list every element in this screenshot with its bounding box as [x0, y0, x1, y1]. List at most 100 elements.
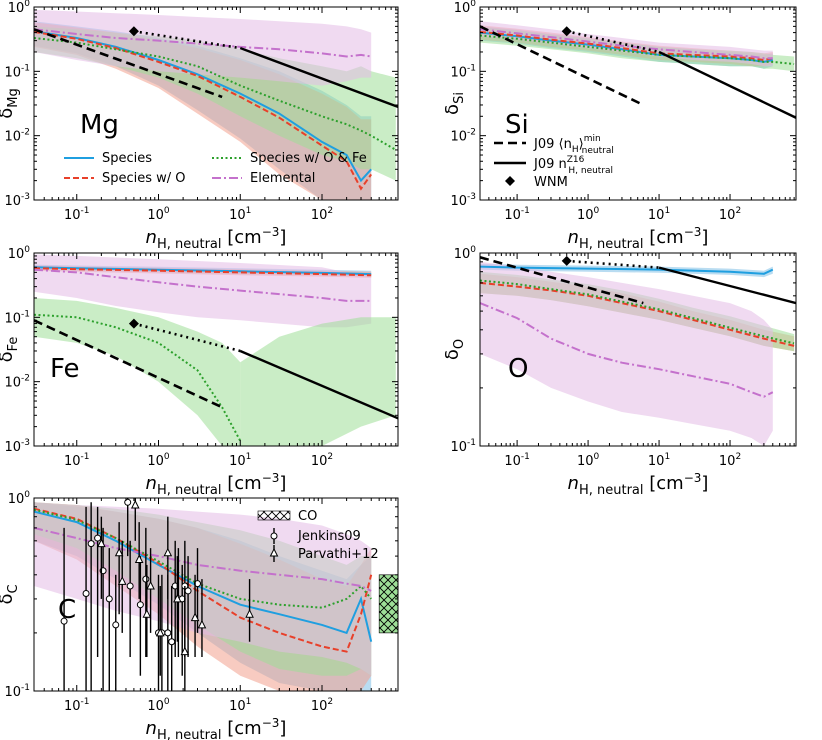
jenkins09-point — [105, 595, 113, 603]
parvathi12-point — [134, 554, 144, 564]
ticks — [33, 6, 398, 201]
y-tick-label: 100 — [8, 490, 31, 507]
legend-j09-dashed: J09 ⟨nH⟩min neutral — [533, 134, 614, 156]
y-tick-label: 10-2 — [450, 128, 476, 145]
legend-wnm: WNM — [534, 175, 568, 190]
y-tick-label: 10-1 — [4, 63, 30, 80]
plot-area — [34, 498, 398, 691]
panel-c: 10-1 100 101 102 10-1 100 nH, neutral [cm−3] δC… — [0, 490, 399, 740]
x-tick-label: 102 — [311, 206, 333, 223]
j09-dashed-line — [480, 256, 644, 305]
x-axis-label: nH, neutral [cm−3] — [146, 716, 287, 740]
panel-fe: 10-1 100 101 102 10-3 10-2 10-1 100 nH, neutral … — [0, 245, 399, 498]
band-species — [480, 263, 773, 278]
jenkins09-point — [164, 629, 172, 637]
y-tick-label: 100 — [454, 0, 477, 16]
plot-area — [34, 254, 398, 446]
line-species-w-o — [34, 30, 373, 191]
band-elemental — [34, 9, 372, 86]
y-tick-label: 10-3 — [4, 192, 30, 209]
jenkins09-point — [142, 575, 150, 583]
line-species-w-o-fe — [480, 279, 795, 345]
x-tick-label: 102 — [719, 452, 741, 469]
x-axis-label: nH, neutral [cm−3] — [146, 471, 287, 498]
line-elemental — [34, 268, 372, 302]
x-tick-label: 100 — [577, 206, 600, 223]
legend-parvathi12: Parvathi+12 — [298, 547, 379, 562]
j09-solid-line — [239, 349, 398, 420]
x-tick-label: 100 — [147, 697, 170, 714]
plot-area — [34, 9, 398, 200]
x-axis-label: nH, neutral [cm−3] — [146, 225, 287, 252]
line-species-w-o — [480, 281, 795, 347]
jenkins09-point — [126, 582, 134, 590]
parvathi12-point — [173, 593, 182, 603]
x-tick-label: 101 — [648, 452, 670, 469]
band-elemental — [480, 261, 773, 446]
y-axis-label: δO — [442, 339, 467, 360]
y-axis-label: δMg — [0, 88, 21, 118]
x-tick-label: 102 — [311, 697, 333, 714]
legend-jenkins09: Jenkins09 — [297, 529, 361, 544]
y-axis-label: δC — [0, 584, 21, 604]
parvathi12-point — [163, 547, 173, 557]
y-tick-label: 100 — [8, 0, 31, 16]
x-tick-label: 101 — [229, 452, 251, 469]
jenkins09-point — [136, 601, 144, 609]
x-tick-label: 10-1 — [504, 452, 530, 469]
wnm-marker — [128, 318, 139, 329]
ticks — [479, 252, 796, 447]
parvathi12-point — [117, 576, 127, 585]
parvathi12-point — [114, 547, 124, 557]
x-tick-label: 10-1 — [64, 206, 90, 223]
x-tick-label: 10-1 — [504, 206, 530, 223]
ticks — [479, 6, 796, 201]
x-tick-label: 101 — [229, 206, 251, 223]
line-species — [480, 265, 774, 275]
wnm-marker — [128, 26, 139, 37]
parvathi12-point — [190, 612, 200, 622]
line-species-w-o-fe — [34, 37, 397, 151]
legend-entry: Species — [102, 151, 152, 166]
jenkins09-point — [94, 534, 102, 542]
legend-co: CO — [298, 509, 317, 524]
co-region — [378, 574, 398, 634]
line-species-w-o — [34, 267, 372, 277]
x-tick-label: 101 — [229, 697, 251, 714]
y-tick-label: 10-1 — [450, 63, 476, 80]
plot-area — [480, 255, 796, 446]
parvathi12-point — [97, 538, 106, 548]
parvathi12-point — [155, 627, 165, 637]
wnm-marker — [561, 26, 572, 37]
j09-dotted-line — [566, 29, 660, 54]
y-tick-label: 10-3 — [4, 438, 30, 455]
plot-area — [480, 21, 796, 119]
j09-dashed-line — [480, 25, 644, 107]
panel-o: 10-1 100 101 102 10-1 100 nH, neutral [cm−3] δO… — [442, 245, 797, 498]
element-label: Mg — [80, 110, 119, 140]
parvathi12-point — [142, 609, 152, 618]
panel-mg: 10-1 100 101 102 10-3 10-2 10-1 100 nH, neutral … — [0, 0, 399, 252]
jenkins09-point — [168, 638, 176, 646]
legend-c: CO Jenkins09 Parvathi+12 — [257, 509, 379, 562]
band-species-w-o-fe-high-density-band- — [240, 317, 396, 446]
j09-dotted-line — [133, 322, 241, 353]
element-label: Si — [505, 110, 529, 140]
jenkins09-point — [82, 590, 90, 598]
y-axis-label: δFe — [0, 337, 21, 363]
jenkins09-point — [184, 587, 192, 595]
y-tick-label: 10-1 — [4, 309, 30, 326]
y-tick-label: 10-2 — [4, 128, 30, 145]
line-elemental — [34, 28, 372, 58]
j09-solid-line — [658, 50, 796, 119]
panel-si: 10-1 100 101 102 10-3 10-2 10-1 100 nH, neutral … — [442, 0, 797, 252]
y-tick-label: 100 — [8, 245, 31, 262]
x-tick-label: 102 — [719, 206, 741, 223]
line-elemental — [480, 28, 773, 60]
ticks — [33, 497, 398, 692]
element-label: Fe — [50, 354, 80, 384]
wnm-marker — [561, 255, 572, 266]
ticks — [33, 252, 398, 447]
line-species — [34, 266, 372, 276]
